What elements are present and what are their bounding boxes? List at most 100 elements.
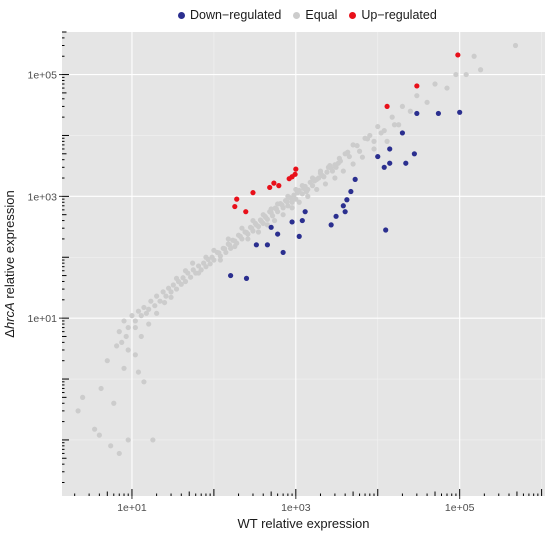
equal-point — [148, 298, 154, 304]
up-regulated-point — [414, 83, 420, 89]
equal-point — [207, 261, 213, 267]
down-regulated-point — [333, 213, 339, 219]
equal-point — [294, 190, 301, 196]
equal-point — [154, 310, 160, 316]
equal-point — [432, 81, 438, 87]
down-regulated-point — [383, 227, 389, 233]
equal-point — [211, 247, 217, 253]
equal-point — [364, 136, 371, 142]
up-regulated-point — [250, 190, 256, 196]
down-regulated-point — [387, 160, 393, 166]
equal-point — [195, 263, 202, 269]
equal-point — [384, 138, 390, 144]
equal-point — [268, 210, 274, 216]
down-regulated-point — [348, 188, 354, 195]
equal-point — [116, 450, 122, 457]
y-tick-label: 1e+05 — [28, 70, 58, 82]
down-regulated-point — [414, 110, 420, 117]
equal-point — [389, 114, 395, 120]
equal-point — [275, 201, 281, 207]
down-regulated-point — [344, 197, 350, 203]
up-regulated-point — [455, 52, 461, 58]
plot-panel — [62, 32, 545, 496]
up-regulated-point — [293, 166, 299, 172]
legend-label-down: Down−regulated — [190, 8, 282, 22]
equal-point — [132, 318, 138, 324]
equal-point — [340, 168, 346, 174]
down-regulated-point — [302, 209, 308, 215]
equal-point — [125, 347, 131, 353]
legend-key-up — [349, 11, 357, 19]
down-regulated-point — [253, 242, 259, 248]
equal-point — [221, 246, 228, 252]
equal-point — [80, 394, 86, 400]
y-axis-title: ΔhrcA relative expression — [2, 190, 17, 337]
equal-point — [322, 181, 329, 187]
legend-item-down: Down−regulated — [178, 8, 281, 22]
equal-point — [104, 358, 110, 364]
equal-point — [237, 233, 243, 239]
equal-point — [396, 122, 402, 128]
equal-point — [182, 268, 189, 274]
equal-point — [336, 155, 342, 161]
down-regulated-point — [375, 153, 381, 160]
equal-point — [271, 217, 278, 224]
down-regulated-point — [342, 209, 348, 215]
legend-item-up: Up−regulated — [349, 8, 437, 22]
equal-point — [273, 206, 280, 212]
equal-point — [180, 275, 186, 281]
grid — [62, 32, 545, 496]
equal-point — [125, 437, 131, 443]
equal-point — [111, 400, 117, 406]
equal-point — [168, 294, 174, 300]
equal-point — [173, 275, 180, 281]
equal-point — [477, 67, 484, 73]
equal-point — [132, 324, 138, 331]
equal-point — [305, 193, 311, 199]
equal-point — [173, 286, 180, 292]
down-regulated-point — [299, 217, 305, 224]
up-regulated-point — [286, 176, 292, 182]
equal-point — [263, 214, 269, 221]
equal-point — [135, 308, 142, 314]
equal-point — [345, 149, 351, 155]
equal-point — [317, 168, 324, 174]
up-regulated-point — [271, 180, 277, 186]
equal-point — [307, 179, 313, 185]
equal-point — [350, 142, 356, 148]
legend: Down−regulated Equal Up−regulated — [178, 5, 437, 25]
x-axis-title: WT relative expression — [238, 516, 370, 531]
equal-point — [146, 321, 152, 327]
equal-point — [316, 175, 322, 181]
equal-point — [328, 165, 334, 171]
equal-point — [255, 229, 262, 235]
equal-point — [332, 175, 338, 181]
equal-point — [226, 242, 233, 248]
down-regulated-point — [275, 231, 281, 237]
equal-point — [108, 443, 114, 449]
equal-point — [141, 304, 147, 311]
equal-point — [157, 298, 163, 304]
equal-point — [114, 343, 120, 349]
equal-point — [359, 154, 366, 160]
legend-item-equal: Equal — [293, 8, 337, 22]
equal-point — [138, 313, 144, 319]
down-regulated-point — [387, 146, 393, 152]
down-regulated-point — [268, 224, 274, 230]
equal-point — [453, 71, 459, 78]
down-regulated-point — [352, 176, 358, 182]
equal-point — [463, 71, 469, 78]
equal-point — [132, 352, 138, 358]
y-axis-title-gene: hrcA — [2, 302, 17, 329]
data-points — [75, 42, 519, 457]
equal-point — [512, 42, 519, 49]
equal-point — [312, 178, 318, 184]
equal-point — [407, 108, 413, 114]
down-regulated-point — [289, 219, 295, 225]
equal-point — [135, 369, 142, 375]
equal-point — [121, 318, 127, 324]
equal-point — [299, 191, 305, 197]
equal-point — [471, 53, 477, 59]
legend-label-up: Up−regulated — [361, 8, 437, 22]
y-axis-title-prefix: Δ — [2, 329, 17, 338]
